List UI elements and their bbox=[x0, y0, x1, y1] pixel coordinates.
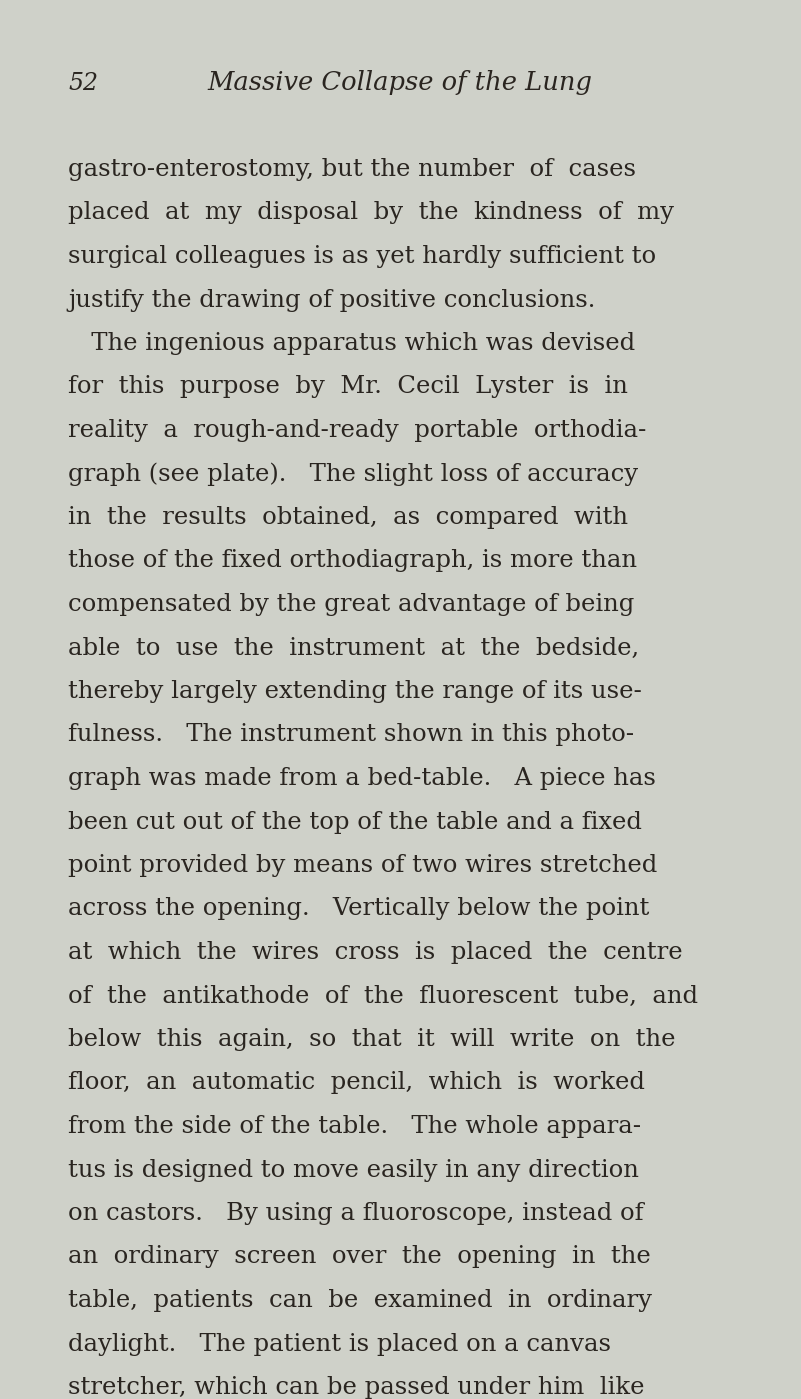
Text: gastro-enterostomy, but the number  of  cases: gastro-enterostomy, but the number of ca… bbox=[68, 158, 636, 180]
Text: daylight.   The patient is placed on a canvas: daylight. The patient is placed on a can… bbox=[68, 1332, 611, 1356]
Text: thereby largely extending the range of its use-: thereby largely extending the range of i… bbox=[68, 680, 642, 704]
Text: placed  at  my  disposal  by  the  kindness  of  my: placed at my disposal by the kindness of… bbox=[68, 201, 674, 224]
Text: able  to  use  the  instrument  at  the  bedside,: able to use the instrument at the bedsid… bbox=[68, 637, 639, 659]
Text: from the side of the table.   The whole appara-: from the side of the table. The whole ap… bbox=[68, 1115, 641, 1137]
Text: table,  patients  can  be  examined  in  ordinary: table, patients can be examined in ordin… bbox=[68, 1288, 652, 1312]
Text: Massive Collapse of the Lung: Massive Collapse of the Lung bbox=[207, 70, 593, 95]
Text: tus is designed to move easily in any direction: tus is designed to move easily in any di… bbox=[68, 1158, 639, 1182]
Text: surgical colleagues is as yet hardly sufficient to: surgical colleagues is as yet hardly suf… bbox=[68, 245, 656, 269]
Text: justify the drawing of positive conclusions.: justify the drawing of positive conclusi… bbox=[68, 288, 595, 312]
Text: reality  a  rough-and-ready  portable  orthodia-: reality a rough-and-ready portable ortho… bbox=[68, 418, 646, 442]
Text: in  the  results  obtained,  as  compared  with: in the results obtained, as compared wit… bbox=[68, 506, 628, 529]
Text: at  which  the  wires  cross  is  placed  the  centre: at which the wires cross is placed the c… bbox=[68, 942, 682, 964]
Text: of  the  antikathode  of  the  fluorescent  tube,  and: of the antikathode of the fluorescent tu… bbox=[68, 985, 698, 1007]
Text: floor,  an  automatic  pencil,  which  is  worked: floor, an automatic pencil, which is wor… bbox=[68, 1072, 645, 1094]
Text: on castors.   By using a fluoroscope, instead of: on castors. By using a fluoroscope, inst… bbox=[68, 1202, 643, 1226]
Text: graph (see plate).   The slight loss of accuracy: graph (see plate). The slight loss of ac… bbox=[68, 463, 638, 485]
Text: fulness.   The instrument shown in this photo-: fulness. The instrument shown in this ph… bbox=[68, 723, 634, 747]
Text: graph was made from a bed-table.   A piece has: graph was made from a bed-table. A piece… bbox=[68, 767, 656, 790]
Text: stretcher, which can be passed under him  like: stretcher, which can be passed under him… bbox=[68, 1377, 645, 1399]
Text: for  this  purpose  by  Mr.  Cecil  Lyster  is  in: for this purpose by Mr. Cecil Lyster is … bbox=[68, 375, 628, 399]
Text: point provided by means of two wires stretched: point provided by means of two wires str… bbox=[68, 853, 658, 877]
Text: an  ordinary  screen  over  the  opening  in  the: an ordinary screen over the opening in t… bbox=[68, 1245, 650, 1269]
Text: The ingenious apparatus which was devised: The ingenious apparatus which was devise… bbox=[68, 332, 635, 355]
Text: compensated by the great advantage of being: compensated by the great advantage of be… bbox=[68, 593, 634, 616]
Text: below  this  again,  so  that  it  will  write  on  the: below this again, so that it will write … bbox=[68, 1028, 675, 1051]
Text: across the opening.   Vertically below the point: across the opening. Vertically below the… bbox=[68, 898, 650, 921]
Text: 52: 52 bbox=[68, 71, 98, 95]
Text: those of the fixed orthodiagraph, is more than: those of the fixed orthodiagraph, is mor… bbox=[68, 550, 637, 572]
Text: been cut out of the top of the table and a fixed: been cut out of the top of the table and… bbox=[68, 810, 642, 834]
